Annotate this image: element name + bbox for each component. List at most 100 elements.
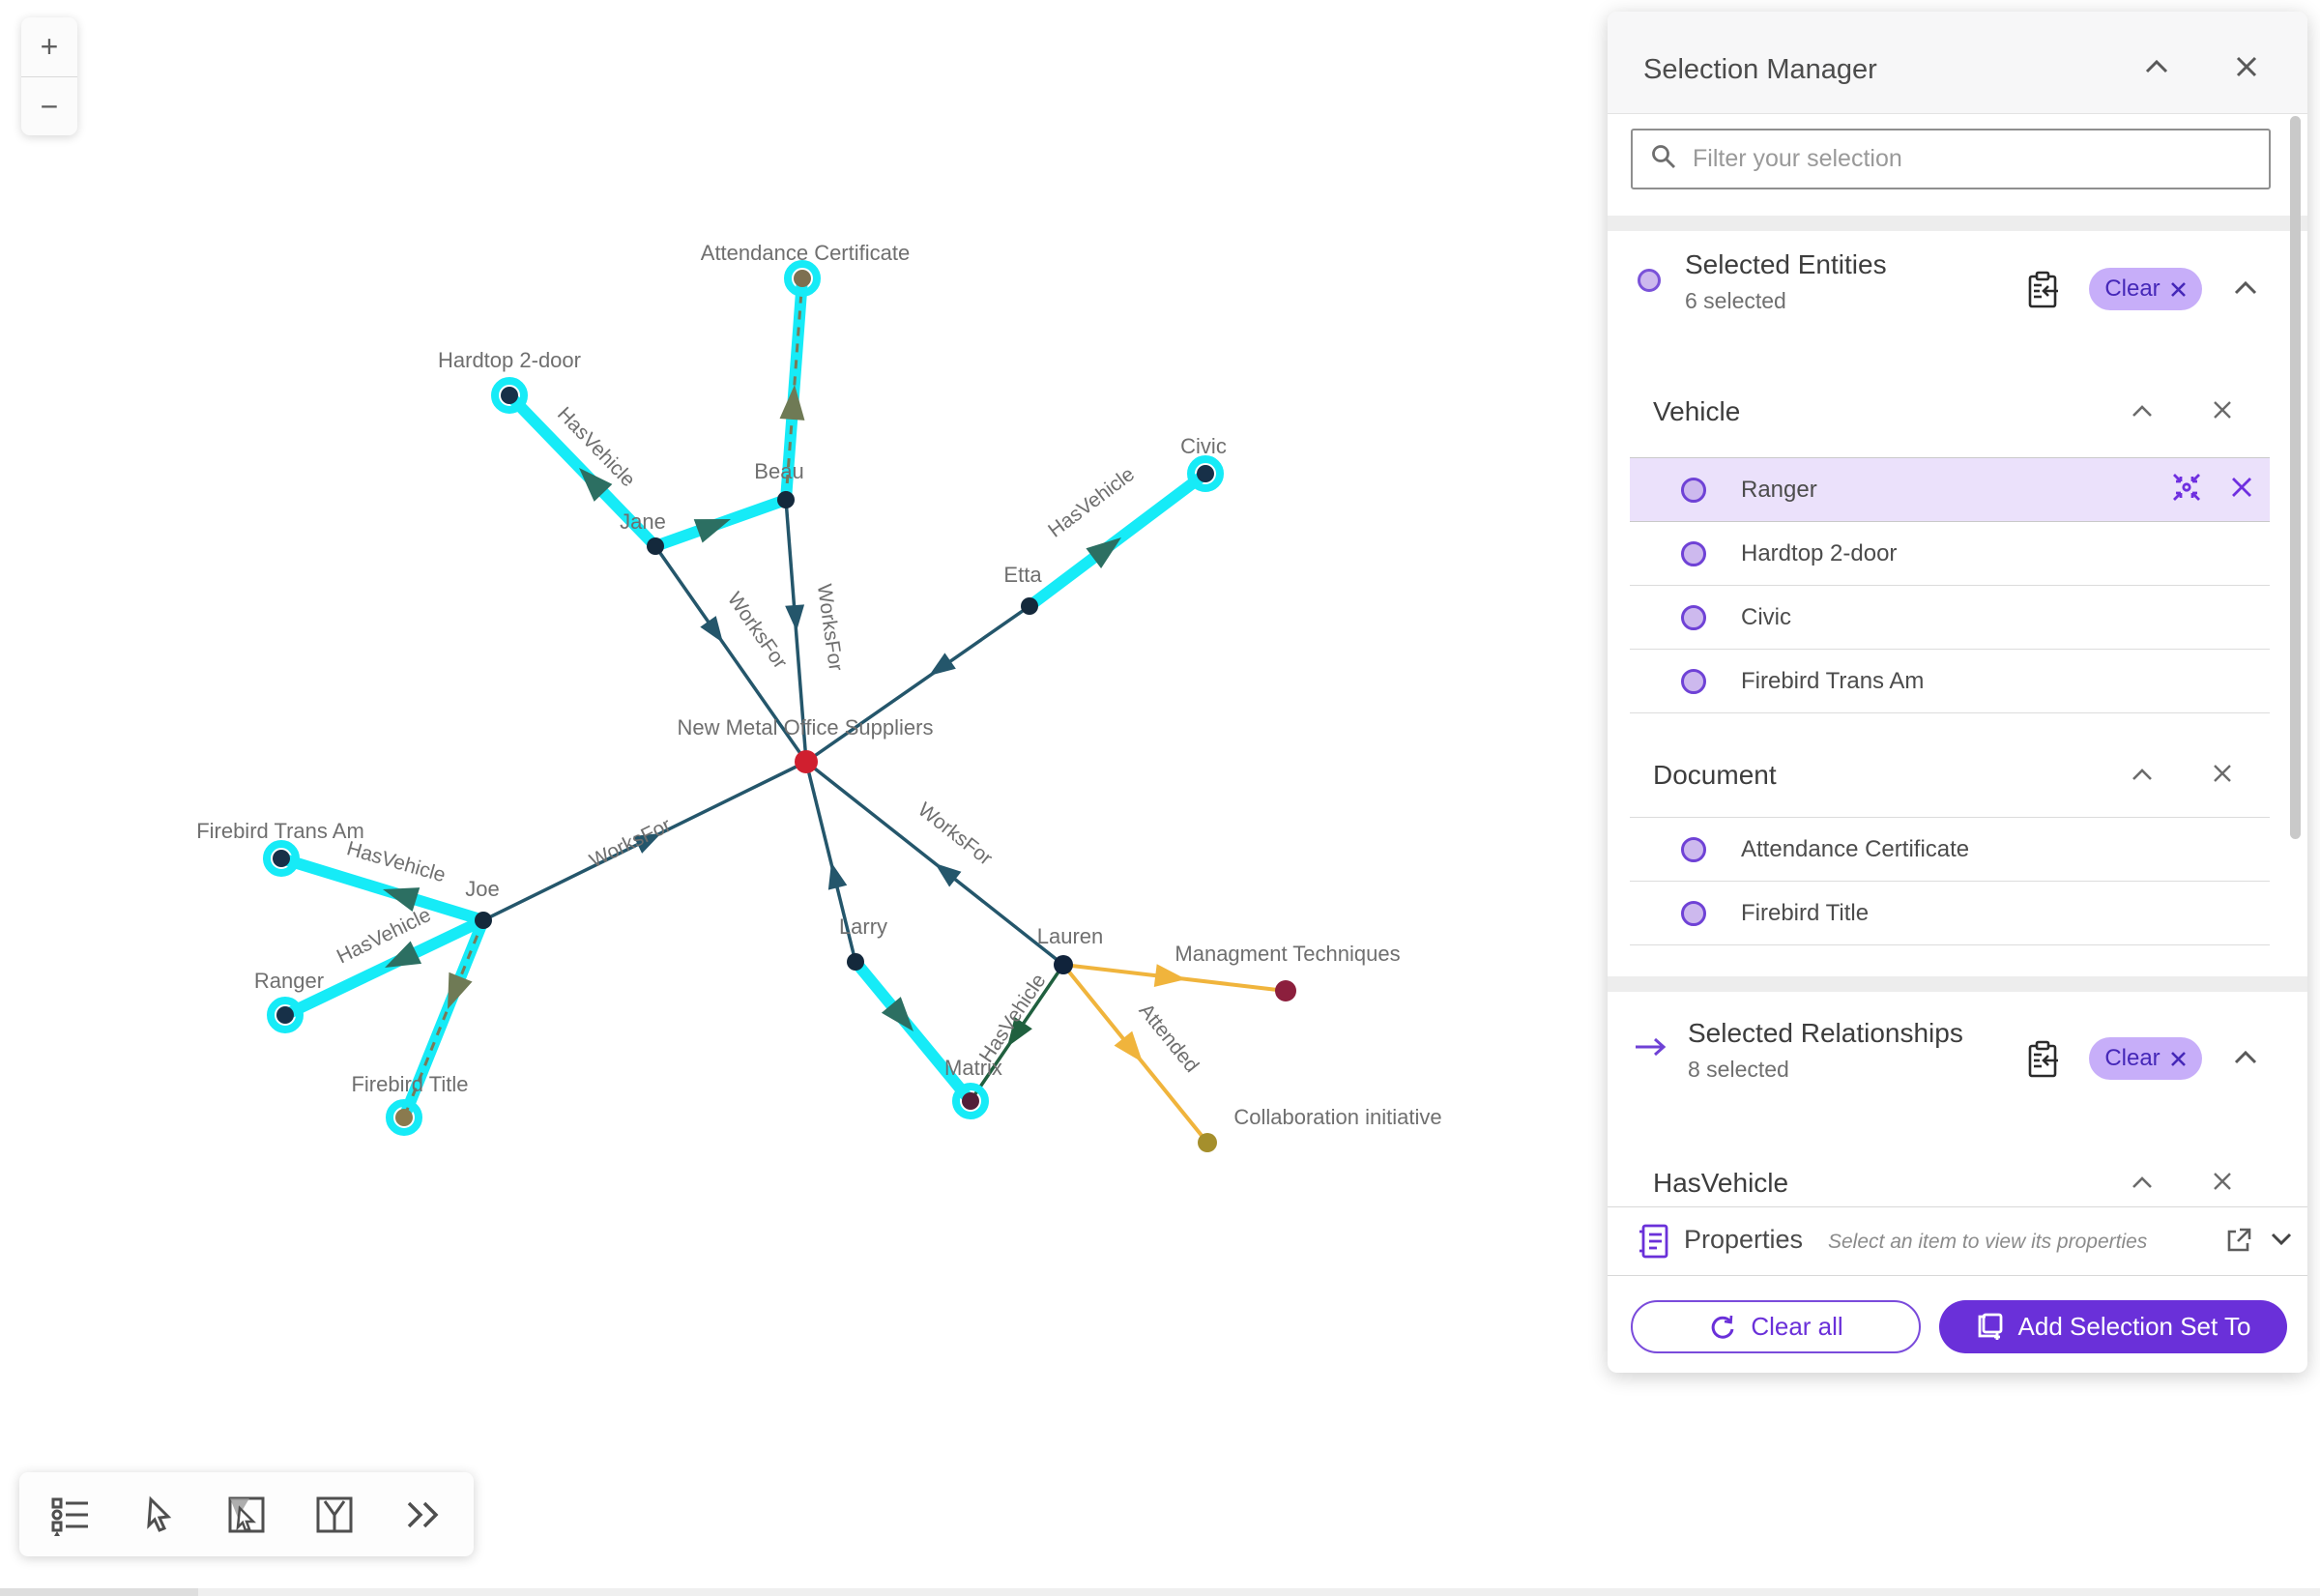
entity-row-hardtop-2-door[interactable]: Hardtop 2-door [1630, 522, 2270, 586]
entity-icon [1681, 668, 1706, 694]
select-features-icon [228, 1496, 265, 1532]
properties-expand-button[interactable] [2269, 1231, 2294, 1253]
entities-collapse-button[interactable] [2232, 278, 2259, 303]
green-arrowhead [1007, 1016, 1032, 1047]
document-edge-cores [402, 277, 804, 1118]
node-civic[interactable] [1197, 465, 1214, 482]
relationships-clear-button[interactable]: Clear [2089, 1037, 2202, 1080]
vehicle-group-remove-button[interactable] [2211, 398, 2234, 426]
close-icon [2214, 401, 2231, 419]
edge-larry-company[interactable] [804, 761, 857, 963]
chevron-up-icon [2234, 280, 2257, 295]
pointer-select-button[interactable] [130, 1486, 188, 1544]
entity-row-firebird-title[interactable]: Firebird Title [1630, 882, 2270, 945]
amber-arrowheads [1114, 964, 1186, 1062]
node-collaboration-initiative[interactable] [1198, 1133, 1217, 1152]
node-matrix[interactable] [962, 1092, 979, 1110]
bottom-edge-strip-left [0, 1588, 198, 1596]
node-joe[interactable] [475, 912, 492, 929]
search-input[interactable] [1691, 144, 2269, 174]
entities-selected-count: 6 selected [1685, 288, 1786, 313]
properties-hint: Select an item to view its properties [1828, 1231, 2148, 1253]
chevron-up-icon [2234, 1050, 2257, 1064]
node-managment-techniques[interactable] [1275, 980, 1296, 1001]
panel-close-button[interactable] [2234, 54, 2259, 84]
node-new-metal-office-suppliers[interactable] [795, 750, 818, 773]
hasvehicle-group-remove-button[interactable] [2211, 1170, 2234, 1198]
node-ranger[interactable] [276, 1006, 294, 1024]
node-attendance-certificate[interactable] [794, 270, 811, 287]
clear-all-button[interactable]: Clear all [1631, 1300, 1921, 1353]
entity-row-firebird-trans-am[interactable]: Firebird Trans Am [1630, 650, 2270, 713]
vehicle-group-collapse-button[interactable] [2130, 402, 2155, 424]
chevron-up-icon [2132, 769, 2152, 780]
panel-collapse-button[interactable] [2142, 56, 2171, 82]
node-firebird-title[interactable] [395, 1109, 413, 1126]
map-zoom-control: + − [21, 17, 77, 135]
legend-list-button[interactable] [42, 1486, 100, 1544]
edge-label: WorksFor [813, 583, 847, 673]
entity-row-attendance-certificate[interactable]: Attendance Certificate [1630, 817, 2270, 882]
link-chart-extent-button[interactable] [305, 1486, 363, 1544]
selected-arrowheads [383, 468, 1121, 1031]
node-hardtop-2-door[interactable] [501, 387, 518, 404]
node-label: Civic [1180, 434, 1227, 458]
zoom-to-entity-button[interactable] [2169, 470, 2204, 509]
properties-icon [1637, 1222, 1671, 1265]
node-jane[interactable] [647, 537, 664, 555]
entity-label: Ranger [1741, 476, 1817, 503]
close-icon [2214, 1173, 2231, 1190]
select-features-button[interactable] [218, 1486, 276, 1544]
document-group-remove-button[interactable] [2211, 762, 2234, 790]
deselect-entity-button[interactable] [2229, 475, 2254, 505]
node-label: Lauren [1037, 924, 1104, 948]
entity-icon [1681, 540, 1706, 566]
edge-beau-company[interactable] [784, 499, 808, 763]
relationships-copy-selection-button[interactable] [2025, 1040, 2060, 1084]
node-firebird-trans-am[interactable] [273, 850, 290, 867]
divider [21, 76, 77, 77]
group-title-hasvehicle: HasVehicle [1653, 1168, 1789, 1198]
properties-bar[interactable]: Properties Select an item to view its pr… [1608, 1206, 2307, 1276]
zoom-out-button[interactable]: − [40, 89, 59, 124]
clipboard-paste-icon [2028, 1040, 2058, 1078]
node-larry[interactable] [847, 953, 864, 971]
node-beau[interactable] [777, 491, 795, 508]
properties-title: Properties [1684, 1225, 1804, 1254]
chevron-up-icon [2145, 59, 2168, 73]
group-title-vehicle: Vehicle [1653, 396, 1741, 426]
panel-scrollbar-thumb[interactable] [2290, 116, 2301, 839]
edge-etta-company[interactable] [804, 604, 1031, 764]
entities-clear-button[interactable]: Clear [2089, 268, 2202, 310]
node-label: Matrix [944, 1056, 1002, 1080]
entity-icon [1681, 836, 1706, 862]
entities-copy-selection-button[interactable] [2025, 271, 2060, 314]
entity-row-ranger[interactable]: Ranger [1630, 457, 2270, 522]
open-properties-window-button[interactable] [2223, 1225, 2254, 1261]
close-icon [2170, 1051, 2186, 1066]
clear-all-label: Clear all [1751, 1312, 1843, 1341]
edge-joe-firebird-trans-am[interactable] [276, 853, 489, 926]
vehicle-rows: Ranger Hardtop 2-door Civic [1630, 457, 2270, 713]
zoom-in-button[interactable]: + [40, 29, 59, 64]
selected-node-halos [263, 260, 1224, 1136]
edge-jane-company[interactable] [653, 544, 808, 764]
hasvehicle-group-collapse-button[interactable] [2130, 1174, 2155, 1196]
edge-larry-matrix[interactable] [850, 956, 976, 1107]
entity-row-civic[interactable]: Civic [1630, 586, 2270, 650]
entity-label: Firebird Title [1741, 899, 1870, 926]
filter-selection-search[interactable] [1631, 129, 2271, 189]
add-selection-set-button[interactable]: Add Selection Set To [1939, 1300, 2287, 1353]
selected-edges[interactable] [276, 273, 1211, 1123]
relationships-section-title: Selected Relationships [1688, 1018, 1963, 1048]
node-lauren[interactable] [1054, 955, 1073, 974]
relationships-selected-count: 8 selected [1688, 1057, 1789, 1082]
edge-joe-ranger[interactable] [279, 914, 489, 1021]
chevron-up-icon [2132, 1176, 2152, 1188]
arrow-right-icon [1636, 1037, 1667, 1057]
relationships-collapse-button[interactable] [2232, 1048, 2259, 1072]
node-etta[interactable] [1021, 597, 1038, 615]
more-tools-button[interactable] [393, 1486, 451, 1544]
document-group-collapse-button[interactable] [2130, 766, 2155, 788]
